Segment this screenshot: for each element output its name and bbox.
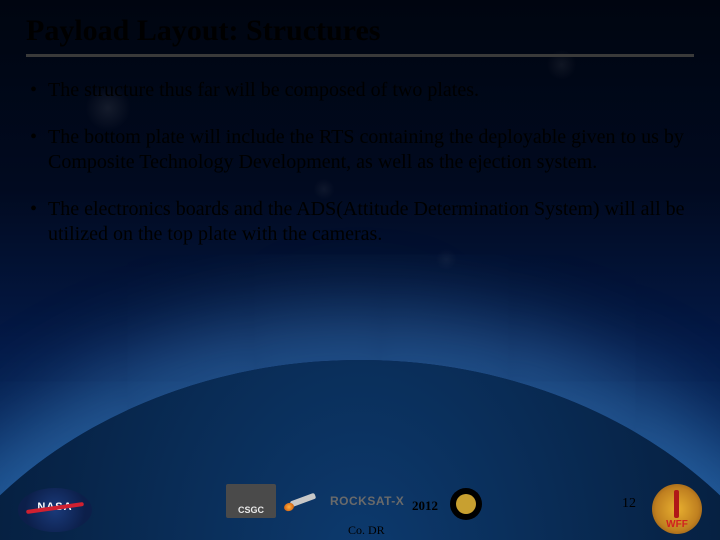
bullet-item: The structure thus far will be composed … xyxy=(26,78,694,103)
csgc-logo: CSGC xyxy=(226,484,276,518)
slide-footer: NASA CSGC ROCKSAT-X 2012 Co. DR 12 WFF xyxy=(0,476,720,540)
wff-logo-text: WFF xyxy=(666,519,688,530)
footer-year: 2012 xyxy=(412,498,438,514)
nasa-logo-text: NASA xyxy=(18,501,92,513)
nasa-logo: NASA xyxy=(18,488,92,532)
cu-logo xyxy=(450,488,482,520)
rocket-icon xyxy=(284,489,324,513)
rocksat-logo: ROCKSAT-X xyxy=(284,484,410,518)
slide-title: Payload Layout: Structures xyxy=(26,14,694,57)
rocksat-logo-text: ROCKSAT-X xyxy=(330,494,404,508)
bullet-item: The electronics boards and the ADS(Attit… xyxy=(26,197,694,247)
bullet-item: The bottom plate will include the RTS co… xyxy=(26,125,694,175)
page-number: 12 xyxy=(622,496,636,512)
csgc-logo-text: CSGC xyxy=(238,505,264,515)
wff-logo: WFF xyxy=(652,484,702,534)
slide-body: The structure thus far will be composed … xyxy=(26,78,694,269)
slide: Payload Layout: Structures The structure… xyxy=(0,0,720,540)
bullet-list: The structure thus far will be composed … xyxy=(26,78,694,247)
footer-codr: Co. DR xyxy=(348,523,385,538)
